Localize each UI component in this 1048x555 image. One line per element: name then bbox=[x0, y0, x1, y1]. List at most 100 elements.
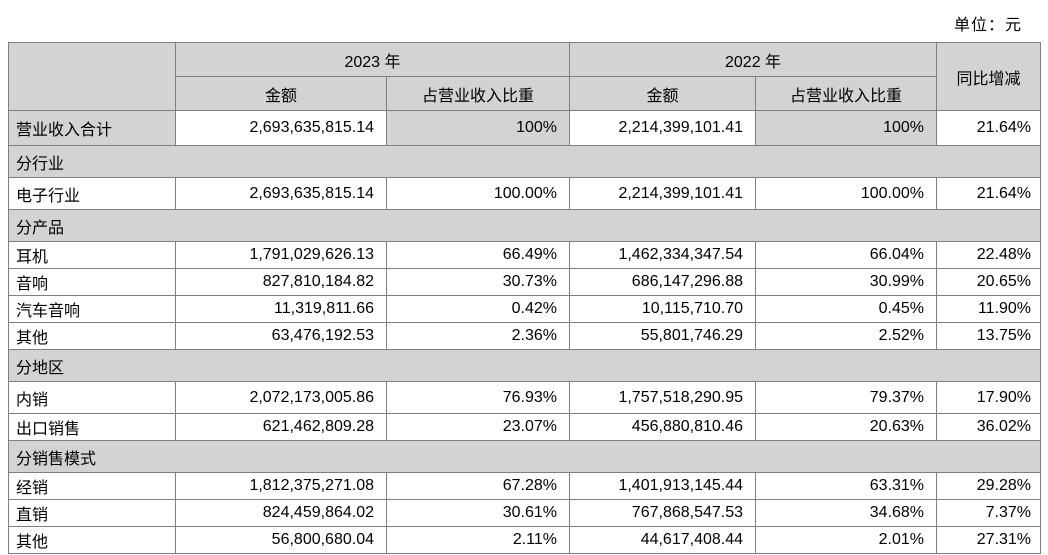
yoy-change-cell: 22.48% bbox=[936, 241, 1042, 269]
section-header-row: 分销售模式 bbox=[7, 440, 1042, 473]
row-label: 直销 bbox=[8, 499, 176, 527]
amount-2023-cell: 824,459,864.02 bbox=[175, 499, 387, 527]
yoy-change-cell: 27.31% bbox=[936, 526, 1042, 554]
pct-2022-cell: 2.52% bbox=[755, 322, 938, 350]
section-label: 分产品 bbox=[7, 209, 1042, 242]
unit-label: 单位：元 bbox=[953, 17, 1022, 34]
amount-2023-cell: 827,810,184.82 bbox=[175, 268, 387, 296]
amount-2022-cell: 686,147,296.88 bbox=[569, 268, 757, 296]
table-row: 电子行业 2,693,635,815.14 100.00% 2,214,399,101… bbox=[8, 177, 1042, 210]
yoy-change-cell: 29.28% bbox=[936, 472, 1042, 500]
pct-2022-cell: 79.37% bbox=[755, 381, 938, 414]
year-2022-header: 2022 年 bbox=[569, 42, 938, 77]
amount-2022-cell: 456,880,810.46 bbox=[569, 413, 757, 441]
pct-2022-cell: 34.68% bbox=[755, 499, 938, 527]
section-label: 分地区 bbox=[7, 349, 1042, 382]
amount-2023-cell: 2,693,635,815.14 bbox=[175, 110, 387, 146]
section-label: 分销售模式 bbox=[7, 440, 1042, 473]
yoy-change-header: 同比增减 bbox=[936, 42, 1042, 111]
pct-2022-cell: 0.45% bbox=[755, 295, 938, 323]
table-row: 其他 63,476,192.53 2.36% 55,801,746.29 2.52% 13… bbox=[8, 322, 1042, 350]
table-row: 汽车音响 11,319,811.66 0.42% 10,115,710.70 0.45%… bbox=[8, 295, 1042, 323]
row-label: 音响 bbox=[8, 268, 176, 296]
row-label: 其他 bbox=[8, 322, 176, 350]
yoy-change-cell: 21.64% bbox=[936, 110, 1042, 146]
amount-2022-cell: 2,214,399,101.41 bbox=[569, 110, 757, 146]
amount-2023-cell: 56,800,680.04 bbox=[175, 526, 387, 554]
table-row: 耳机 1,791,029,626.13 66.49% 1,462,334,347.54… bbox=[8, 241, 1042, 269]
amount-2023-header: 金额 bbox=[175, 76, 387, 111]
row-label: 电子行业 bbox=[8, 177, 176, 210]
pct-2023-cell: 2.11% bbox=[385, 526, 571, 554]
amount-2023-cell: 1,812,375,271.08 bbox=[175, 472, 387, 500]
amount-2022-cell: 1,401,913,145.44 bbox=[569, 472, 757, 500]
yoy-change-cell: 36.02% bbox=[936, 413, 1042, 441]
pct-2023-cell: 0.42% bbox=[385, 295, 571, 323]
amount-2022-cell: 1,757,518,290.95 bbox=[569, 381, 757, 414]
pct-2023-cell: 100.00% bbox=[385, 177, 571, 210]
pct-2022-cell: 30.99% bbox=[755, 268, 938, 296]
pct-2023-cell: 66.49% bbox=[385, 241, 571, 269]
pct-2023-cell: 30.61% bbox=[385, 499, 571, 527]
pct-2022-header: 占营业收入比重 bbox=[755, 76, 938, 111]
pct-2022-cell: 2.01% bbox=[755, 526, 938, 554]
yoy-change-cell: 20.65% bbox=[936, 268, 1042, 296]
row-label: 营业收入合计 bbox=[8, 110, 176, 146]
amount-2023-cell: 63,476,192.53 bbox=[175, 322, 387, 350]
amount-2023-cell: 621,462,809.28 bbox=[175, 413, 387, 441]
table-row: 音响 827,810,184.82 30.73% 686,147,296.88 30.9… bbox=[8, 268, 1042, 296]
row-label: 耳机 bbox=[8, 241, 176, 269]
table-header: 2023 年 2022 年 同比增减 金额 占营业收入比重 金额 占营业收入比重 bbox=[8, 42, 1042, 111]
table-row: 直销 824,459,864.02 30.61% 767,868,547.53 34.6… bbox=[8, 499, 1042, 527]
yoy-change-cell: 21.64% bbox=[936, 177, 1042, 210]
section-label: 分行业 bbox=[7, 145, 1042, 178]
section-header-row: 分行业 bbox=[7, 145, 1042, 178]
row-label: 出口销售 bbox=[8, 413, 176, 441]
pct-2023-cell: 67.28% bbox=[385, 472, 571, 500]
pct-2022-cell: 20.63% bbox=[755, 413, 938, 441]
row-label: 内销 bbox=[8, 381, 176, 414]
amount-2022-cell: 10,115,710.70 bbox=[569, 295, 757, 323]
amount-2022-cell: 2,214,399,101.41 bbox=[569, 177, 757, 210]
table-row: 内销 2,072,173,005.86 76.93% 1,757,518,290.95… bbox=[8, 381, 1042, 414]
row-label: 其他 bbox=[8, 526, 176, 554]
yoy-change-cell: 17.90% bbox=[936, 381, 1042, 414]
header-row-measures: 金额 占营业收入比重 金额 占营业收入比重 bbox=[9, 76, 1041, 111]
yoy-change-cell: 11.90% bbox=[936, 295, 1042, 323]
pct-2022-cell: 100% bbox=[755, 110, 938, 146]
revenue-breakdown-table: 2023 年 2022 年 同比增减 金额 占营业收入比重 金额 占营业收入比重… bbox=[7, 42, 1042, 554]
amount-2023-cell: 11,319,811.66 bbox=[175, 295, 387, 323]
pct-2023-cell: 2.36% bbox=[385, 322, 571, 350]
row-label: 汽车音响 bbox=[8, 295, 176, 323]
pct-2022-cell: 100.00% bbox=[755, 177, 938, 210]
amount-2023-cell: 2,072,173,005.86 bbox=[175, 381, 387, 414]
amount-2022-cell: 55,801,746.29 bbox=[569, 322, 757, 350]
table-body: 营业收入合计 2,693,635,815.14 100% 2,214,399,101.… bbox=[7, 110, 1042, 554]
pct-2023-cell: 30.73% bbox=[385, 268, 571, 296]
pct-2023-cell: 23.07% bbox=[385, 413, 571, 441]
amount-2023-cell: 1,791,029,626.13 bbox=[175, 241, 387, 269]
pct-2023-cell: 76.93% bbox=[385, 381, 571, 414]
amount-2022-cell: 767,868,547.53 bbox=[569, 499, 757, 527]
amount-2022-header: 金额 bbox=[569, 76, 757, 111]
header-row-years: 2023 年 2022 年 同比增减 bbox=[8, 42, 1042, 111]
amount-2022-cell: 44,617,408.44 bbox=[569, 526, 757, 554]
pct-2023-cell: 100% bbox=[385, 110, 571, 146]
year-2023-header: 2023 年 bbox=[174, 42, 571, 77]
pct-2023-header: 占营业收入比重 bbox=[385, 76, 571, 111]
row-label: 经销 bbox=[8, 472, 176, 500]
amount-2022-cell: 1,462,334,347.54 bbox=[569, 241, 757, 269]
amount-2023-cell: 2,693,635,815.14 bbox=[175, 177, 387, 210]
table-row: 出口销售 621,462,809.28 23.07% 456,880,810.46 20… bbox=[8, 413, 1042, 441]
section-header-row: 分地区 bbox=[7, 349, 1042, 382]
table-row: 营业收入合计 2,693,635,815.14 100% 2,214,399,101.… bbox=[8, 110, 1042, 146]
yoy-change-cell: 13.75% bbox=[936, 322, 1042, 350]
yoy-change-cell: 7.37% bbox=[936, 499, 1042, 527]
section-header-row: 分产品 bbox=[7, 209, 1042, 242]
table-row: 其他 56,800,680.04 2.11% 44,617,408.44 2.01% 27… bbox=[8, 526, 1042, 554]
table-row: 经销 1,812,375,271.08 67.28% 1,401,913,145.44… bbox=[8, 472, 1042, 500]
pct-2022-cell: 63.31% bbox=[755, 472, 938, 500]
pct-2022-cell: 66.04% bbox=[755, 241, 938, 269]
corner-cell bbox=[8, 42, 176, 111]
